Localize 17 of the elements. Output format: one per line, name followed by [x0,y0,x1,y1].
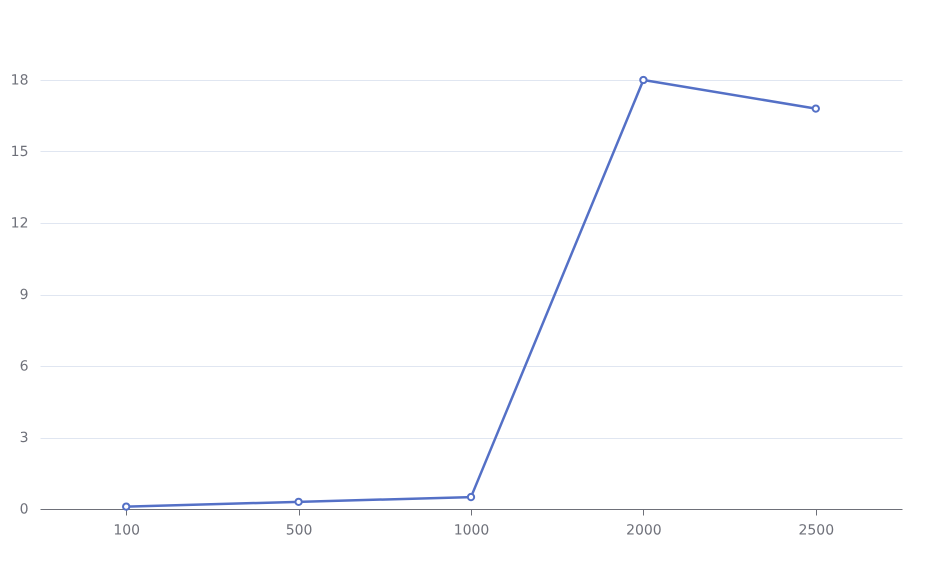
x-tick-label: 100 [113,522,140,538]
x-tick-label: 2000 [626,522,662,538]
y-tick-label: 12 [10,216,28,232]
x-tick-label: 2500 [798,522,834,538]
point [466,492,476,502]
y-tick-label: 6 [20,358,29,374]
point [122,502,130,511]
x-tick-label: 500 [286,522,312,538]
point [294,498,303,506]
y-tick-label: 18 [10,72,28,88]
y-tick-label: 15 [10,144,28,160]
y-tick-label: 3 [20,430,28,446]
point [812,104,820,113]
x-tick-label: 1000 [454,522,490,538]
y-tick-label: 9 [20,287,28,303]
point [639,76,648,84]
y-tick-label: 0 [20,502,28,518]
